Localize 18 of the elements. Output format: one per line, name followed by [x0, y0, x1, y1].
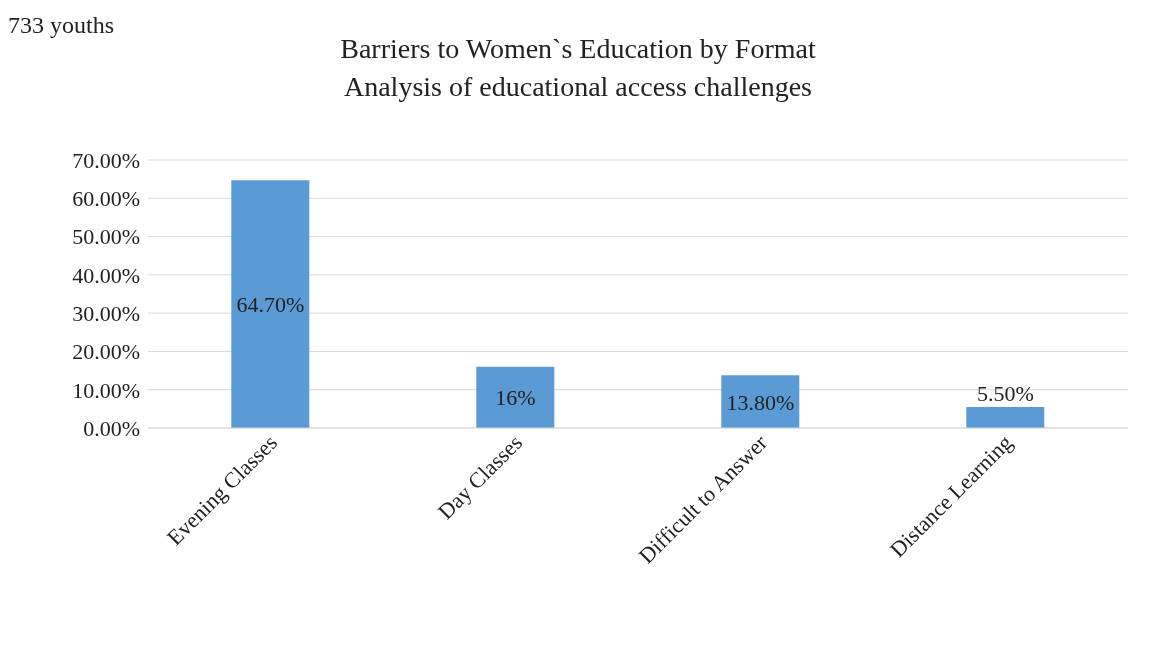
data-label: 5.50%	[976, 380, 1034, 406]
y-tick-label: 0.00%	[83, 415, 140, 441]
y-tick-label: 10.00%	[72, 377, 140, 403]
y-tick-label: 20.00%	[72, 339, 140, 365]
y-tick-label: 50.00%	[72, 224, 140, 250]
y-tick-label: 60.00%	[72, 186, 140, 212]
data-label: 64.70%	[236, 292, 305, 318]
y-tick-label: 70.00%	[72, 147, 140, 173]
data-label: 16%	[495, 385, 536, 411]
bar	[966, 406, 1045, 428]
text: 733 youths	[8, 12, 115, 39]
bar	[231, 180, 310, 428]
bar	[476, 366, 555, 428]
chart-title: Barriers to Women`s Education by Format	[340, 33, 816, 64]
y-tick-label: 40.00%	[72, 262, 140, 288]
data-label: 13.80%	[726, 389, 795, 415]
y-tick-label: 30.00%	[72, 300, 140, 326]
chart-subtitle: Analysis of educational access challenges	[342, 70, 813, 104]
